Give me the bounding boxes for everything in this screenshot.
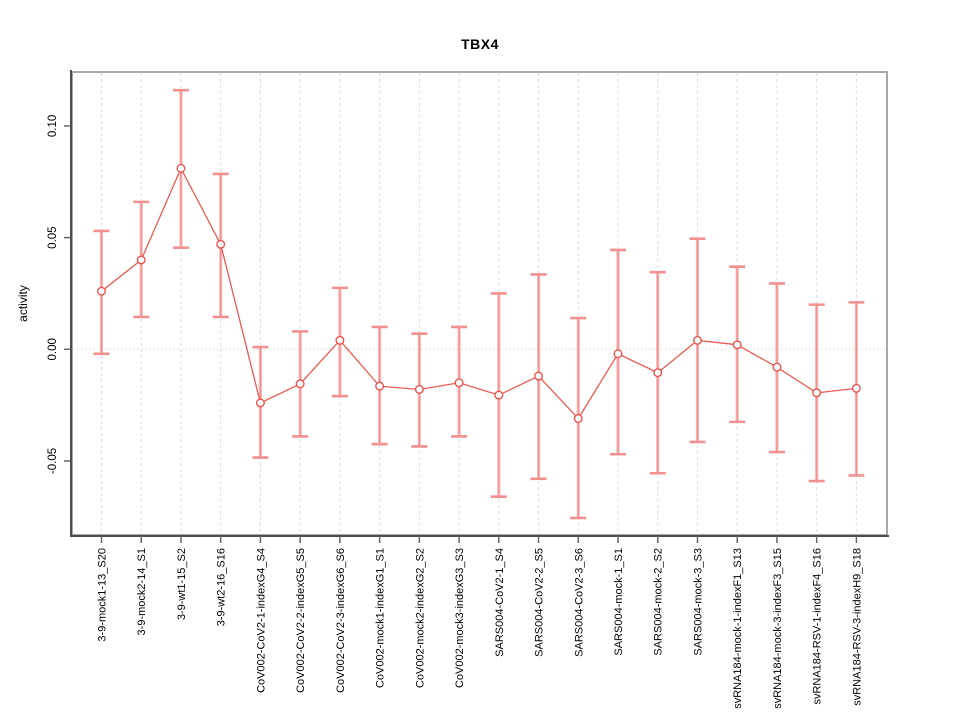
data-point-marker <box>494 390 504 400</box>
x-tick-label: 3-9-wt2-16_S16 <box>216 548 228 626</box>
data-point-marker <box>772 362 782 372</box>
x-tick-label: SARS004-mock-1_S1 <box>613 548 625 656</box>
data-point-marker <box>573 414 583 424</box>
x-tick-label: CoV002-CoV2-1-indexG4_S4 <box>255 548 267 693</box>
x-tick-label: SARS004-CoV2-2_S5 <box>534 548 546 657</box>
x-tick-label: svRNA184-mock-1-indexF1_S13 <box>732 548 744 709</box>
y-tick-label: 0.00 <box>47 338 59 360</box>
data-point-marker <box>454 378 464 388</box>
x-tick-label: svRNA184-mock-3-indexF3_S15 <box>772 548 784 709</box>
plot-area <box>71 71 888 536</box>
y-tick-label: 0.05 <box>47 226 59 248</box>
x-tick-label: 3-9-wt1-15_S2 <box>176 548 188 620</box>
data-point-marker <box>216 239 226 249</box>
data-point-marker <box>335 335 345 345</box>
data-point-marker <box>136 255 146 265</box>
x-tick-label: CoV002-CoV2-2-indexG5_S5 <box>295 548 307 693</box>
y-axis-title: activity <box>16 285 30 322</box>
data-point-marker <box>255 398 265 408</box>
data-point-marker <box>414 384 424 394</box>
x-tick-label: svRNA184-RSV-3-indexH9_S18 <box>851 548 863 706</box>
data-point-marker <box>375 381 385 391</box>
y-tick-label: 0.10 <box>47 115 59 137</box>
data-point-marker <box>295 379 305 389</box>
x-tick-label: 3-9-mock2-14_S1 <box>136 548 148 635</box>
data-point-marker <box>534 371 544 381</box>
x-tick-label: 3-9-mock1-13_S20 <box>97 548 109 642</box>
x-tick-label: svRNA184-RSV-1-indexF4_S16 <box>812 548 824 705</box>
data-point-marker <box>812 388 822 398</box>
series-line <box>101 166 857 420</box>
data-point-marker <box>653 368 663 378</box>
data-point-marker <box>851 383 861 393</box>
data-point-marker <box>176 163 186 173</box>
data-point-marker <box>613 349 623 359</box>
x-tick-label: SARS004-mock-3_S3 <box>692 548 704 656</box>
x-tick-label: SARS004-CoV2-1_S4 <box>494 548 506 657</box>
x-tick-label: SARS004-mock-2_S2 <box>653 548 665 656</box>
data-point-marker <box>692 335 702 345</box>
chart-title: TBX4 <box>461 36 499 52</box>
x-tick-label: CoV002-mock1-indexG1_S1 <box>375 548 387 688</box>
x-tick-label: CoV002-CoV2-3-indexG6_S6 <box>335 548 347 693</box>
data-point-marker <box>732 340 742 350</box>
data-point-marker <box>96 286 106 296</box>
x-tick-label: CoV002-mock3-indexG3_S3 <box>454 548 466 688</box>
y-tick-label: -0.05 <box>47 448 59 474</box>
x-tick-label: SARS004-CoV2-3_S6 <box>573 548 585 657</box>
x-tick-label: CoV002-mock2-indexG2_S2 <box>414 548 426 688</box>
